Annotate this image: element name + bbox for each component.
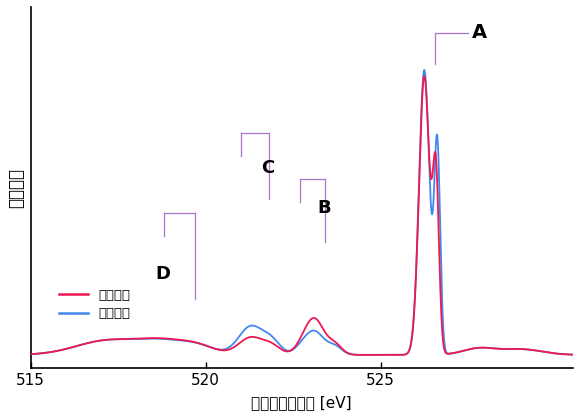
Text: B: B — [317, 199, 331, 217]
Text: A: A — [472, 23, 487, 42]
X-axis label: 発光エネルギー [eV]: 発光エネルギー [eV] — [252, 395, 352, 410]
Legend: 垂直偏光, 水平偏光: 垂直偏光, 水平偏光 — [53, 284, 136, 326]
Y-axis label: 発光強度: 発光強度 — [7, 168, 25, 208]
Text: D: D — [155, 265, 171, 284]
Text: C: C — [262, 159, 275, 177]
